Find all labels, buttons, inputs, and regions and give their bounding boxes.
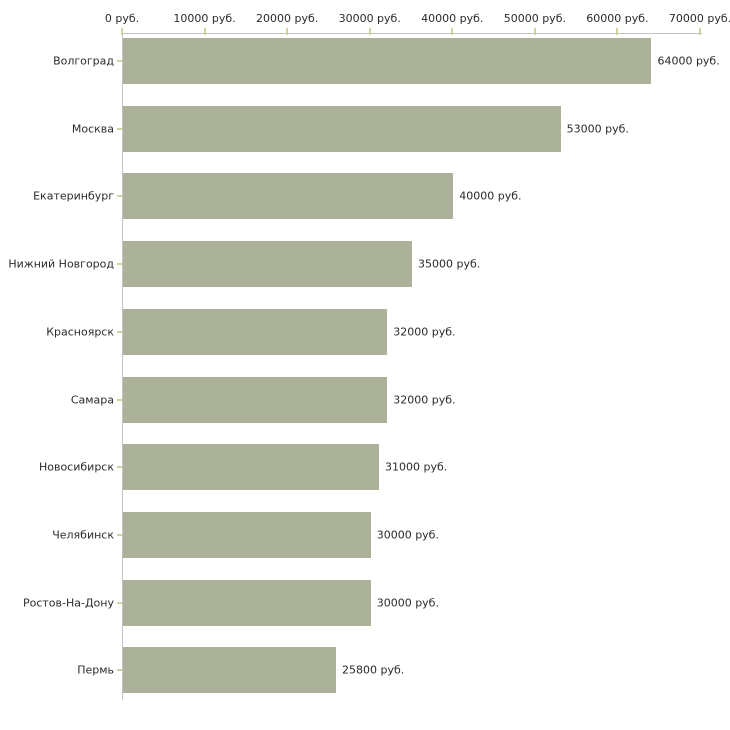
x-axis-tick [533, 28, 536, 35]
y-axis-tick [117, 398, 122, 401]
y-axis-tick [117, 195, 122, 198]
value-label: 53000 руб. [566, 122, 629, 136]
x-axis-tick-label: 50000 руб. [503, 12, 566, 25]
y-axis-tick [117, 533, 122, 536]
value-label: 30000 руб. [376, 528, 439, 542]
x-axis-tick-label: 10000 руб. [173, 12, 236, 25]
bar-Красноярск [123, 308, 388, 355]
bar-Нижний Новгород [123, 241, 412, 288]
x-axis-tick [451, 28, 454, 35]
x-axis-line [122, 33, 702, 34]
x-axis-tick-label: 60000 руб. [586, 12, 649, 25]
y-axis-tick [117, 466, 122, 469]
y-axis-tick [117, 669, 122, 672]
value-label: 64000 руб. [657, 54, 720, 68]
x-axis-tick-label: 20000 руб. [256, 12, 319, 25]
bar-Новосибирск [123, 444, 379, 491]
y-axis-tick [117, 263, 122, 266]
category-label: Самара [70, 393, 114, 406]
y-axis-tick [117, 330, 122, 333]
value-label: 32000 руб. [393, 325, 456, 339]
x-axis-tick [286, 28, 289, 35]
y-axis-tick [117, 60, 122, 62]
bar-Волгоград [123, 38, 652, 84]
x-axis-tick [121, 28, 123, 35]
value-label: 40000 руб. [459, 189, 522, 203]
bar-Пермь [123, 647, 337, 694]
bar-Ростов-На-Дону [123, 579, 371, 626]
category-label: Москва [71, 122, 114, 136]
bar-Екатеринбург [123, 173, 454, 220]
bar-Москва [123, 105, 561, 152]
x-axis-tick-label: 40000 руб. [421, 12, 484, 25]
x-axis-tick [616, 28, 619, 35]
category-label: Новосибирск [38, 460, 114, 474]
value-label: 25800 руб. [342, 663, 405, 677]
value-label: 32000 руб. [393, 393, 456, 406]
value-label: 30000 руб. [376, 596, 439, 610]
x-axis-tick [368, 28, 371, 35]
category-label: Красноярск [46, 325, 114, 339]
category-label: Пермь [77, 663, 114, 677]
bar-Самара [123, 376, 388, 423]
category-label: Челябинск [52, 528, 114, 542]
x-axis-tick-label: 30000 руб. [338, 12, 401, 25]
category-label: Нижний Новгород [8, 257, 114, 271]
category-label: Ростов-На-Дону [22, 596, 114, 610]
y-axis-line [122, 33, 123, 700]
bar-Челябинск [123, 511, 371, 558]
value-label: 31000 руб. [384, 460, 448, 474]
value-label: 35000 руб. [418, 257, 481, 271]
y-axis-tick [117, 127, 122, 130]
x-axis-tick [203, 28, 206, 35]
x-axis-tick-label: 0 руб. [104, 12, 140, 25]
x-axis-tick-label: 70000 руб. [668, 12, 730, 25]
y-axis-tick [117, 601, 122, 604]
category-label: Екатеринбург [33, 189, 114, 203]
x-axis-tick [699, 28, 701, 35]
category-label: Волгоград [53, 54, 114, 68]
